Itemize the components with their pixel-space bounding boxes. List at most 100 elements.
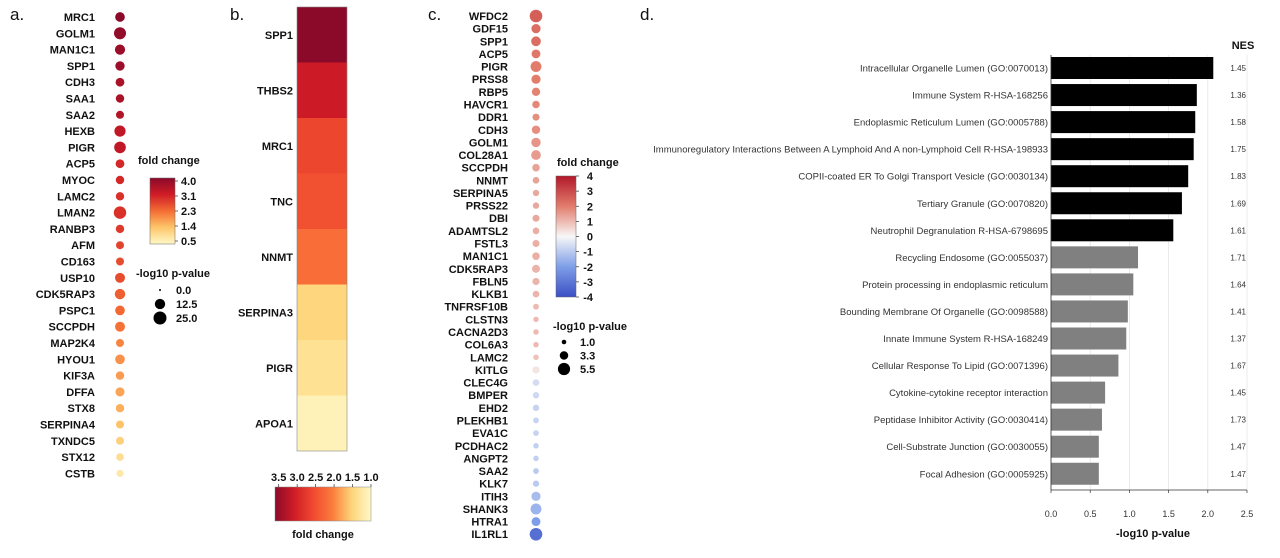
nes-value: 1.67	[1230, 362, 1246, 371]
gene-label: CD163	[61, 257, 95, 269]
color-legend-tick-label: -3	[583, 277, 593, 289]
color-legend-tick-label: 2	[587, 201, 593, 213]
heatmap-cell	[297, 118, 347, 174]
gene-label: CDK5RAP3	[449, 264, 508, 276]
color-legend-tick-label: 1.4	[181, 221, 197, 233]
data-point	[115, 371, 125, 380]
data-point	[532, 252, 540, 260]
gene-label: SAA1	[66, 94, 95, 106]
category-label: Neutrophil Degranulation R-HSA-6798695	[871, 226, 1048, 237]
gene-label: LAMC2	[57, 191, 95, 203]
category-label: Immune System R-HSA-168256	[912, 91, 1048, 102]
data-point	[533, 303, 539, 310]
size-legend-label: 12.5	[176, 299, 197, 311]
gene-label: ITIH3	[481, 491, 508, 503]
bar	[1051, 381, 1106, 404]
row-label: PIGR	[266, 363, 293, 375]
data-point	[531, 491, 541, 501]
category-label: Immunoregulatory Interactions Between A …	[653, 145, 1048, 156]
data-point	[115, 321, 125, 332]
heatmap-cell	[297, 395, 347, 451]
heatmap-cell	[297, 284, 347, 340]
x-tick-label: 2.0	[1202, 509, 1215, 519]
data-point	[531, 36, 541, 47]
data-point	[531, 74, 541, 84]
data-point	[532, 404, 540, 412]
nes-value: 1.71	[1230, 253, 1246, 262]
data-point	[115, 387, 125, 397]
data-point	[529, 527, 543, 541]
gene-label: HEXB	[64, 126, 95, 138]
panel-d-barchart: Intracellular Organelle Lumen (GO:007001…	[653, 40, 1254, 540]
size-legend-dot	[561, 339, 567, 345]
data-point	[532, 100, 540, 109]
gene-label: CDH3	[65, 77, 95, 89]
color-legend-title: fold change	[138, 155, 200, 167]
size-legend-title: -log10 p-value	[553, 321, 627, 333]
data-point	[531, 24, 541, 34]
gene-label: GOLM1	[469, 137, 508, 149]
size-legend-label: 1.0	[580, 337, 595, 349]
data-point	[115, 77, 125, 87]
data-point	[113, 206, 127, 219]
bar	[1051, 219, 1174, 242]
colorbar	[274, 486, 372, 522]
data-point	[531, 125, 541, 134]
color-legend-bar	[555, 175, 577, 298]
data-point	[114, 125, 126, 137]
gene-label: KITLG	[475, 365, 508, 377]
panel-b-heatmap: SPP1 THBS2 MRC1 TNC NNMT SERPINA3 PIGR APOA1 3.5…	[238, 6, 379, 541]
data-point	[115, 403, 125, 413]
colorbar-tick-label: 2.5	[308, 472, 323, 484]
colorbar-tick-label: 1.5	[345, 472, 360, 484]
colorbar-tick-label: 3.5	[271, 472, 286, 484]
category-label: Innate Immune System R-HSA-168249	[883, 334, 1048, 345]
heatmap-cell	[297, 229, 347, 285]
data-point	[531, 87, 541, 97]
x-tick-label: 1.5	[1162, 509, 1175, 519]
data-point	[532, 202, 540, 209]
gene-label: DBI	[489, 213, 508, 225]
gene-label: PRSS22	[466, 201, 508, 213]
nes-value: 1.36	[1230, 91, 1246, 100]
bar	[1051, 354, 1119, 377]
bar	[1051, 192, 1182, 215]
row-label: THBS2	[257, 85, 293, 97]
category-label: Cytokine-cytokine receptor interaction	[889, 388, 1048, 399]
gene-label: CACNA2D3	[448, 327, 508, 339]
gene-label: SAA2	[66, 110, 95, 122]
gene-label: SAA2	[479, 466, 508, 478]
gene-label: CLEC4G	[463, 378, 508, 390]
gene-label: SERPINA5	[453, 188, 508, 200]
data-point	[532, 189, 540, 197]
size-legend-dot	[557, 362, 571, 376]
size-legend-label: 3.3	[580, 351, 595, 363]
data-point	[115, 420, 125, 429]
row-label: APOA1	[255, 418, 293, 430]
gene-label: SPP1	[480, 36, 508, 48]
x-tick-label: 0.0	[1045, 509, 1058, 519]
bar	[1051, 138, 1194, 161]
gene-label: GDF15	[473, 24, 508, 36]
x-tick-label: 2.5	[1241, 509, 1254, 519]
size-legend-dot	[153, 311, 167, 325]
data-point	[116, 453, 124, 461]
nes-value: 1.45	[1230, 389, 1246, 398]
nes-value: 1.83	[1230, 172, 1246, 181]
size-legend-title: -log10 p-value	[136, 268, 210, 280]
bar	[1051, 246, 1139, 269]
colorbar-tick-label: 3.0	[290, 472, 305, 484]
data-point	[533, 341, 539, 348]
gene-label: ADAMTSL2	[448, 226, 508, 238]
nes-value: 1.41	[1230, 307, 1246, 316]
data-point	[116, 469, 124, 477]
gene-label: KLKB1	[471, 289, 508, 301]
gene-label: PIGR	[481, 62, 508, 74]
data-point	[531, 137, 541, 148]
size-legend-dot	[154, 298, 166, 310]
color-legend-tick-label: -2	[583, 262, 593, 274]
data-point	[532, 227, 540, 235]
gene-label: IL1RL1	[471, 529, 508, 541]
gene-label: PSPC1	[59, 305, 95, 317]
data-point	[532, 214, 540, 222]
